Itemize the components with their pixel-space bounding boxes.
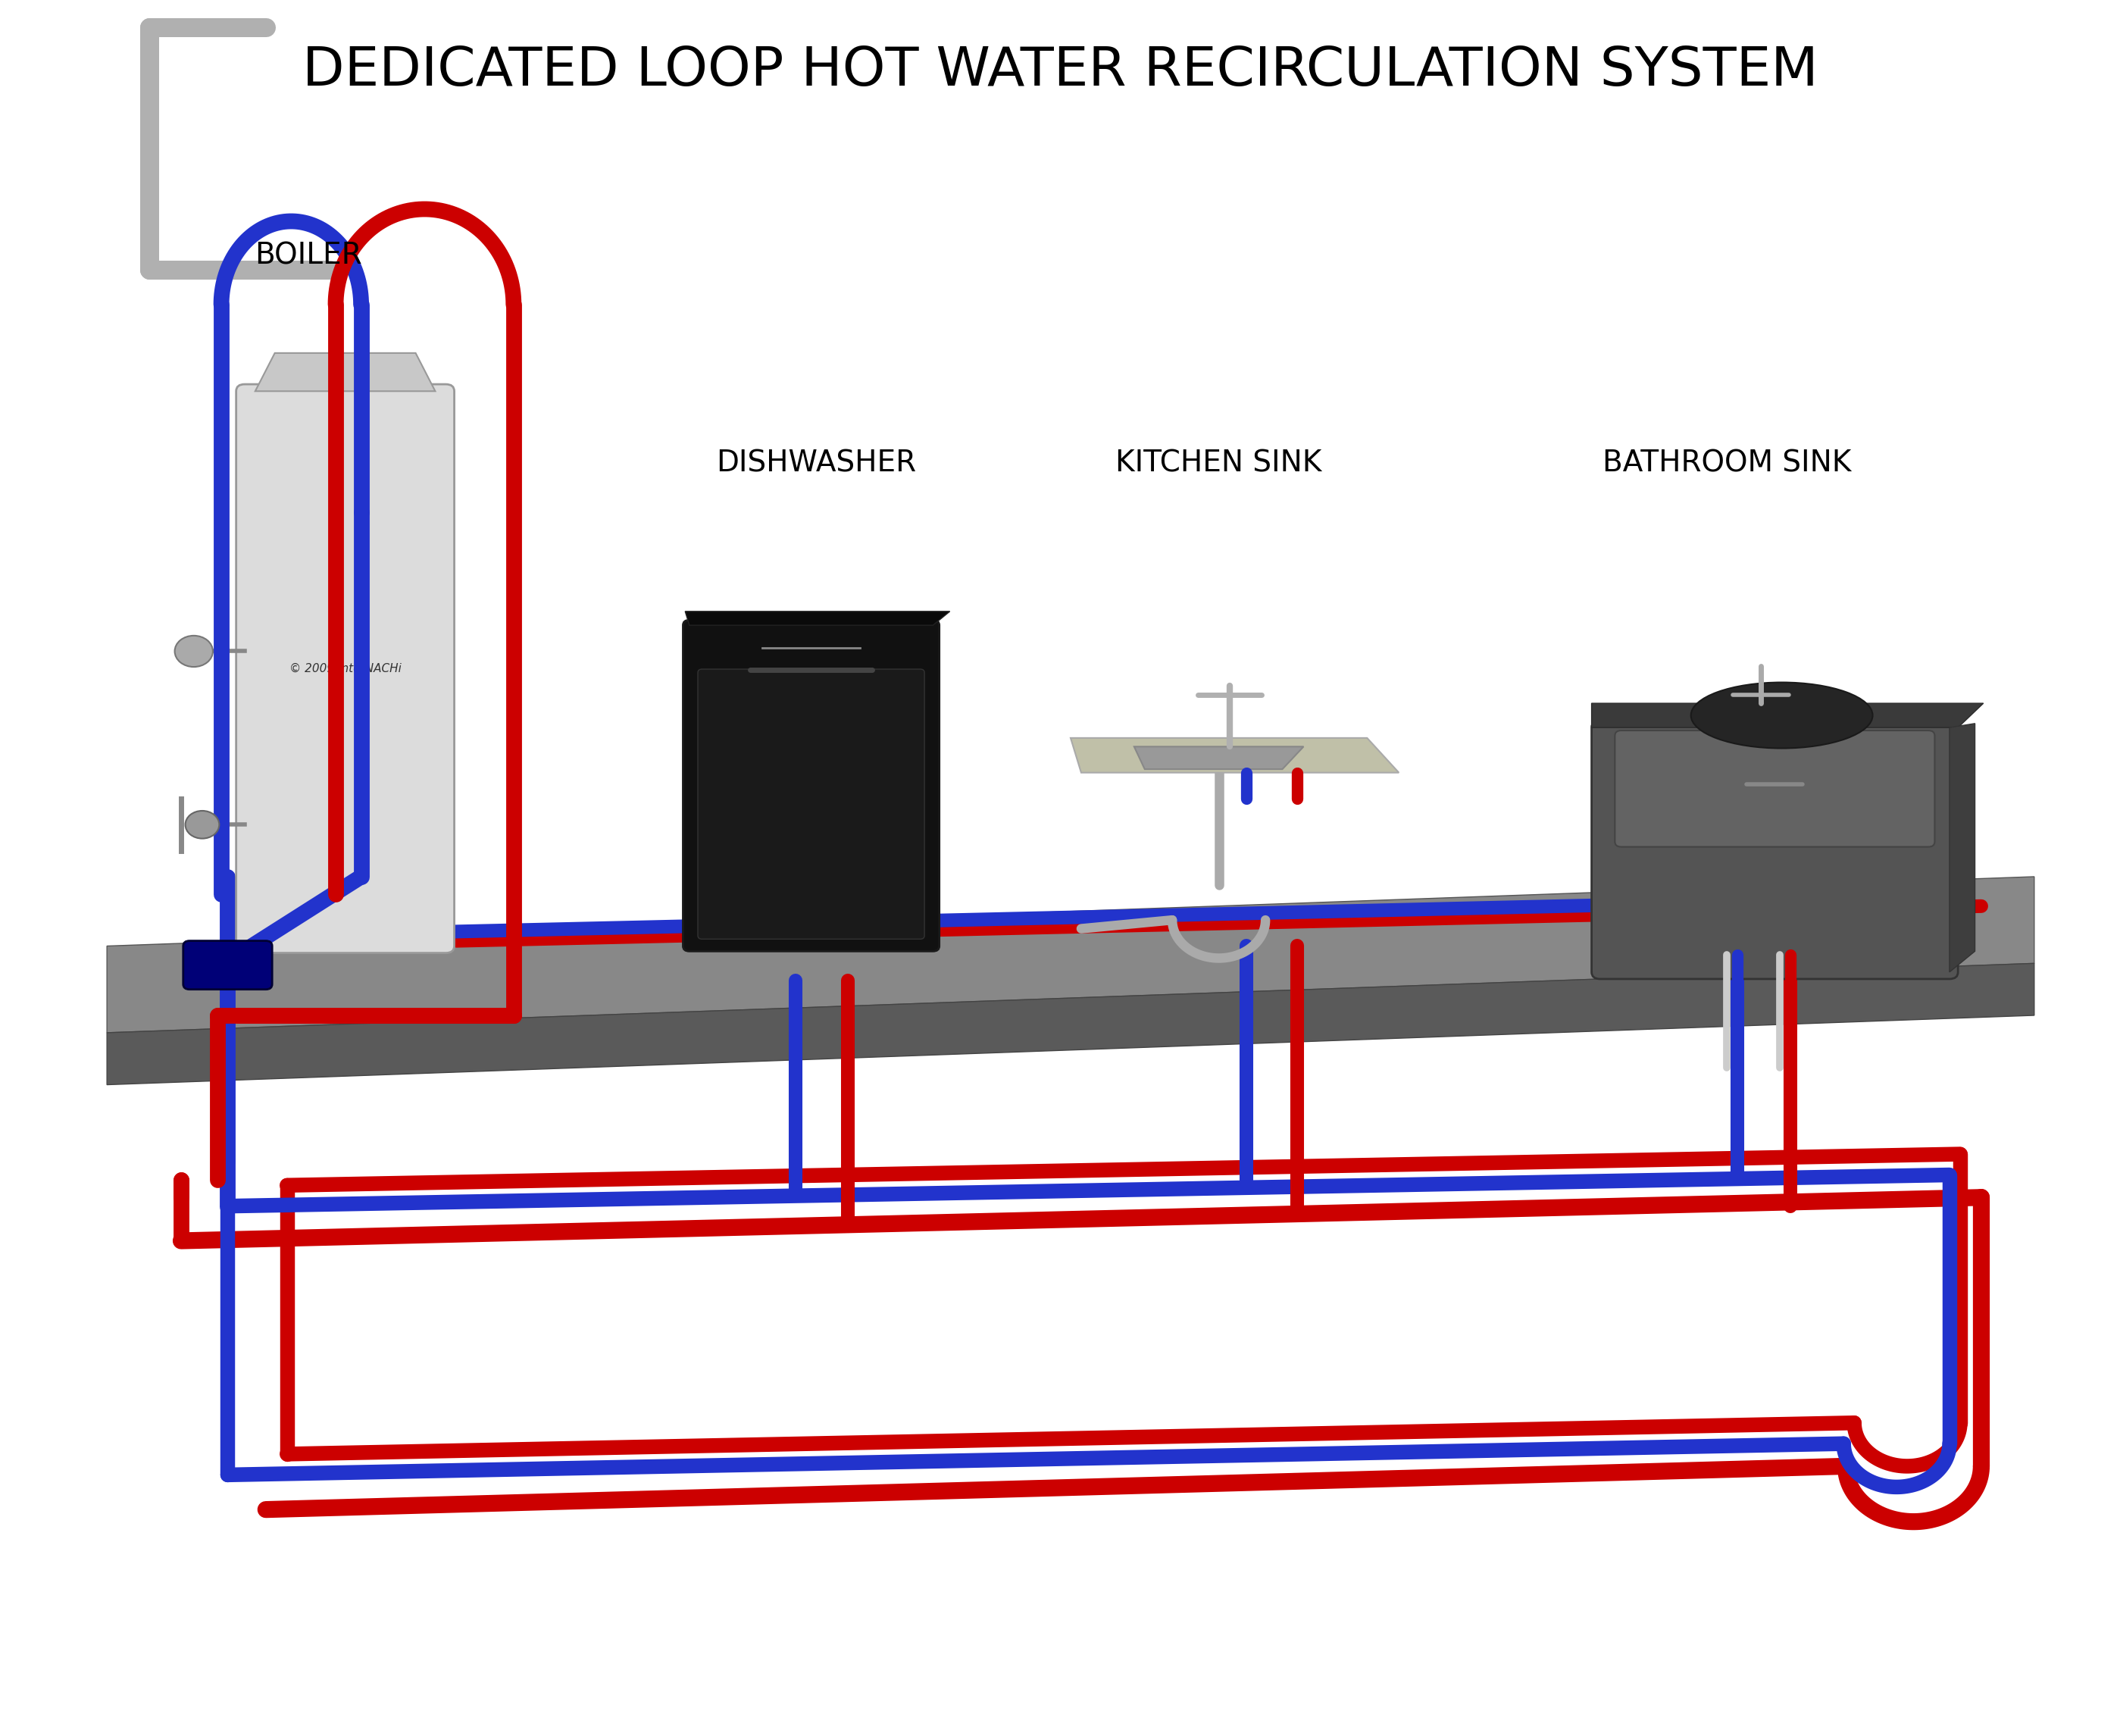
FancyBboxPatch shape [697, 668, 924, 939]
Text: DISHWASHER: DISHWASHER [717, 450, 916, 477]
Text: BATHROOM SINK: BATHROOM SINK [1603, 450, 1851, 477]
Text: © 2009 InterNACHi: © 2009 InterNACHi [288, 663, 401, 674]
Circle shape [174, 635, 212, 667]
Polygon shape [106, 877, 2035, 1033]
Polygon shape [685, 611, 950, 625]
Polygon shape [1071, 738, 1399, 773]
Polygon shape [1950, 724, 1976, 972]
FancyBboxPatch shape [683, 620, 939, 951]
FancyBboxPatch shape [1592, 720, 1959, 979]
Polygon shape [1134, 746, 1304, 769]
Polygon shape [254, 352, 435, 391]
FancyBboxPatch shape [182, 941, 271, 990]
FancyBboxPatch shape [235, 384, 454, 953]
Text: DEDICATED LOOP HOT WATER RECIRCULATION SYSTEM: DEDICATED LOOP HOT WATER RECIRCULATION S… [301, 45, 1819, 97]
Polygon shape [106, 963, 2035, 1085]
Polygon shape [1592, 703, 1984, 727]
Text: KITCHEN SINK: KITCHEN SINK [1115, 450, 1323, 477]
Text: BOILER: BOILER [254, 241, 363, 269]
FancyBboxPatch shape [1615, 731, 1936, 847]
Ellipse shape [1692, 682, 1872, 748]
Circle shape [184, 811, 218, 838]
